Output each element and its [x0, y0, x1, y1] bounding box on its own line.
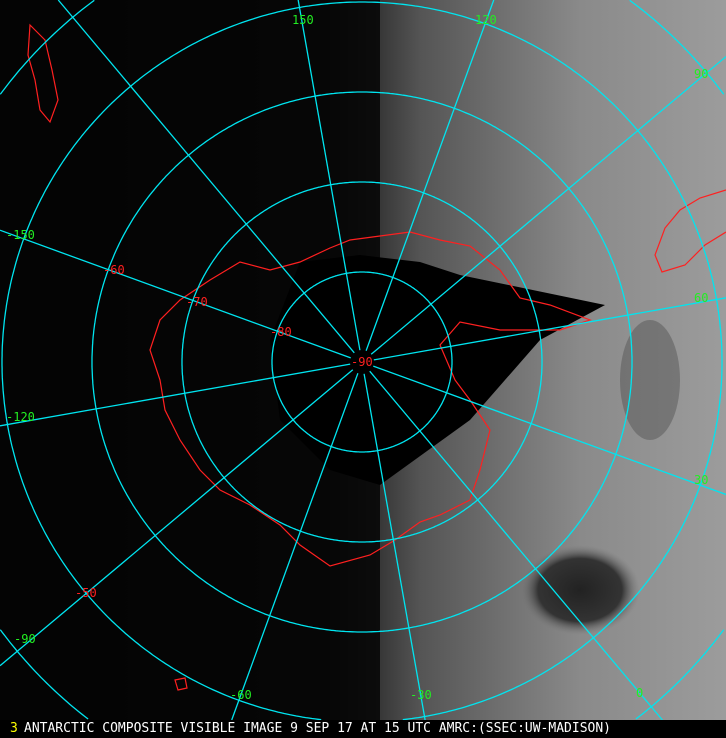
south-america-coastline — [654, 189, 726, 273]
meridian-line — [0, 229, 351, 359]
storm-system — [520, 545, 640, 635]
longitude-label: -150 — [6, 228, 35, 242]
caption-mark: 3 — [10, 721, 18, 736]
meridian-line — [231, 373, 359, 721]
longitude-label: -90 — [14, 632, 36, 646]
longitude-label: 0 — [636, 686, 643, 700]
longitude-label: 60 — [694, 291, 708, 305]
latitude-circle — [91, 91, 633, 633]
island-coastline — [27, 23, 59, 124]
latitude-circle — [0, 629, 89, 720]
meridian-line — [297, 0, 361, 351]
latitude-circle — [1, 1, 723, 721]
meridian-line — [369, 370, 663, 721]
island-coastline — [174, 677, 188, 691]
latitude-label: -70 — [186, 295, 208, 309]
meridian-line — [57, 0, 355, 354]
meridian-line — [365, 0, 495, 351]
antarctica-coastline — [149, 231, 592, 567]
caption-text: ANTARCTIC COMPOSITE VISIBLE IMAGE 9 SEP … — [24, 721, 611, 736]
latitude-label: -90 — [351, 355, 373, 369]
image-caption: 3 ANTARCTIC COMPOSITE VISIBLE IMAGE 9 SEP… — [0, 720, 726, 738]
longitude-label: 150 — [292, 13, 314, 27]
coastlines — [27, 23, 726, 691]
lat-lon-grid — [0, 0, 726, 721]
longitude-label: 30 — [694, 473, 708, 487]
latitude-label: -50 — [75, 586, 97, 600]
latitude-circle — [0, 0, 95, 95]
meridian-line — [370, 56, 726, 355]
latitude-label: -80 — [270, 325, 292, 339]
meridian-line — [0, 369, 354, 667]
longitude-label: 90 — [694, 67, 708, 81]
grid-labels: 150 120 90 60 30 0 -30 -60 -90 -120 -150 -90 -80 -70 -… — [6, 13, 708, 702]
latitude-circle — [629, 0, 725, 95]
meridian-line — [363, 373, 426, 721]
latitude-circle — [181, 181, 543, 543]
meridian-line — [373, 365, 726, 496]
longitude-label: 120 — [475, 13, 497, 27]
longitude-label: -60 — [230, 688, 252, 702]
latitude-circle — [635, 629, 725, 720]
latitude-label: -60 — [103, 263, 125, 277]
latitude-circle — [271, 271, 453, 453]
meridian-line — [0, 363, 351, 427]
longitude-label: -30 — [410, 688, 432, 702]
latitude-circle — [402, 362, 723, 721]
meridian-line — [373, 297, 726, 361]
longitude-label: -120 — [6, 410, 35, 424]
